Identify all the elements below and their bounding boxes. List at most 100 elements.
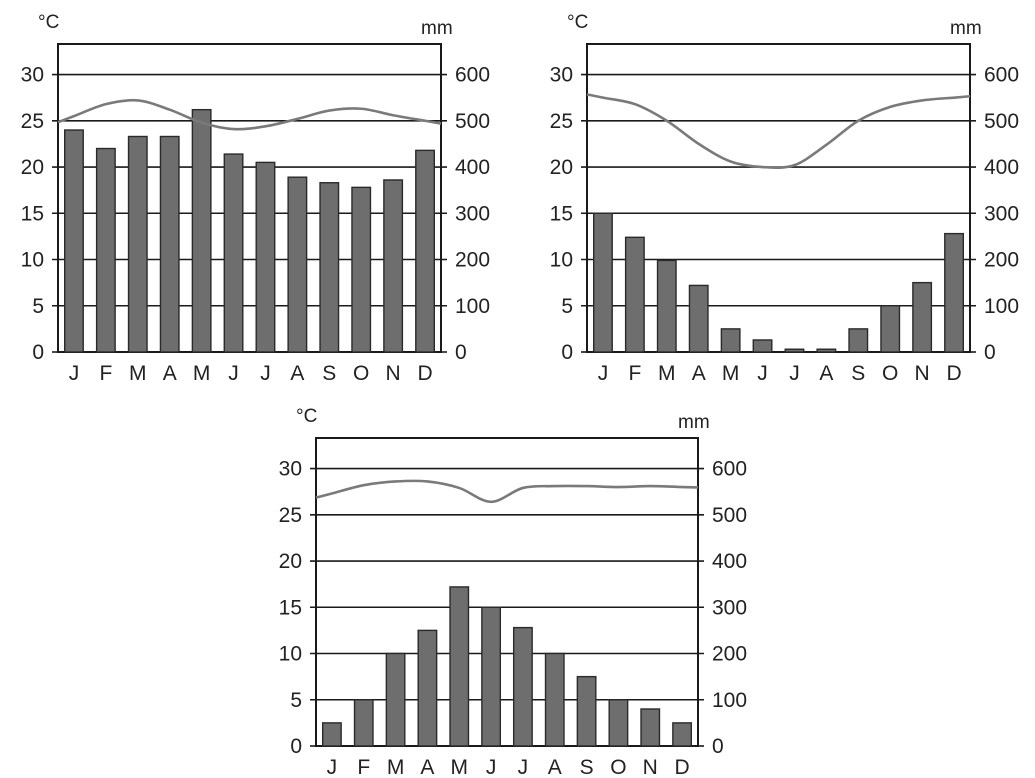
precipitation-bar bbox=[321, 722, 342, 747]
month-label: F bbox=[357, 756, 370, 778]
month-label: J bbox=[69, 362, 80, 385]
precipitation-bar bbox=[415, 149, 435, 353]
month-label: A bbox=[692, 362, 706, 385]
month-label: F bbox=[628, 362, 641, 385]
temperature-line bbox=[315, 479, 699, 504]
month-label: D bbox=[417, 362, 432, 385]
precipitation-bar bbox=[720, 328, 741, 353]
month-label: J bbox=[486, 756, 497, 778]
precipitation-tick-label: 200 bbox=[984, 249, 1019, 272]
precipitation-bar bbox=[752, 339, 773, 353]
precipitation-tick-label: 0 bbox=[712, 735, 724, 758]
precipitation-bar bbox=[544, 652, 565, 747]
precipitation-bar bbox=[319, 182, 340, 353]
precipitation-tick-label: 0 bbox=[455, 341, 467, 364]
precipitation-bar bbox=[223, 153, 244, 353]
temperature-tick-label: 25 bbox=[279, 504, 302, 527]
plot-frame bbox=[57, 43, 442, 353]
month-label: J bbox=[228, 362, 239, 385]
month-label: S bbox=[580, 756, 594, 778]
precipitation-bar bbox=[353, 699, 374, 747]
temperature-unit-label: °C bbox=[38, 12, 59, 33]
precipitation-unit-label: mm bbox=[678, 412, 710, 433]
month-label: F bbox=[99, 362, 112, 385]
precipitation-bar bbox=[880, 305, 901, 353]
month-label: A bbox=[290, 362, 304, 385]
month-label: M bbox=[451, 756, 469, 778]
precipitation-bar bbox=[385, 652, 406, 747]
month-label: M bbox=[722, 362, 740, 385]
temperature-tick-label: 30 bbox=[21, 64, 44, 87]
plot-frame bbox=[315, 437, 699, 747]
temperature-unit-label: °C bbox=[296, 406, 317, 427]
temperature-tick-label: 10 bbox=[21, 249, 44, 272]
temperature-tick-label: 10 bbox=[279, 643, 302, 666]
month-label: N bbox=[915, 362, 930, 385]
precipitation-bar bbox=[640, 708, 661, 747]
precipitation-tick-label: 600 bbox=[712, 458, 747, 481]
precipitation-bar bbox=[481, 606, 502, 747]
precipitation-bar bbox=[383, 179, 404, 353]
precipitation-tick-label: 200 bbox=[712, 643, 747, 666]
month-label: A bbox=[420, 756, 434, 778]
month-label: A bbox=[548, 756, 562, 778]
temperature-line bbox=[57, 98, 442, 131]
temperature-tick-label: 30 bbox=[279, 458, 302, 481]
precipitation-bar bbox=[656, 259, 677, 353]
month-label: M bbox=[658, 362, 676, 385]
precipitation-tick-label: 200 bbox=[455, 249, 490, 272]
precipitation-bar bbox=[576, 675, 597, 747]
month-label: O bbox=[882, 362, 898, 385]
month-label: J bbox=[327, 756, 338, 778]
temperature-unit-label: °C bbox=[567, 12, 588, 33]
month-label: J bbox=[757, 362, 768, 385]
precipitation-bar bbox=[64, 129, 84, 353]
temperature-tick-label: 0 bbox=[32, 341, 44, 364]
precipitation-unit-label: mm bbox=[950, 18, 982, 39]
precipitation-bar bbox=[95, 147, 116, 353]
precipitation-unit-label: mm bbox=[421, 18, 453, 39]
month-label: J bbox=[789, 362, 800, 385]
precipitation-tick-label: 100 bbox=[984, 295, 1019, 318]
precipitation-bar bbox=[912, 281, 933, 353]
precipitation-tick-label: 300 bbox=[455, 202, 490, 225]
temperature-tick-label: 15 bbox=[550, 202, 573, 225]
temperature-tick-label: 20 bbox=[279, 550, 302, 573]
plot-frame bbox=[586, 43, 971, 353]
precipitation-bar bbox=[608, 699, 629, 747]
precipitation-bar bbox=[191, 108, 212, 353]
precipitation-tick-label: 0 bbox=[984, 341, 996, 364]
precipitation-tick-label: 300 bbox=[984, 202, 1019, 225]
temperature-tick-label: 30 bbox=[550, 64, 573, 87]
month-label: M bbox=[387, 756, 405, 778]
precipitation-bar bbox=[688, 284, 709, 353]
temperature-tick-label: 25 bbox=[21, 110, 44, 133]
month-label: A bbox=[819, 362, 833, 385]
precipitation-bar bbox=[784, 348, 805, 353]
precipitation-tick-label: 500 bbox=[455, 110, 490, 133]
precipitation-tick-label: 400 bbox=[712, 550, 747, 573]
month-label: N bbox=[643, 756, 658, 778]
precipitation-bar bbox=[944, 232, 964, 353]
precipitation-bar bbox=[512, 626, 533, 747]
precipitation-tick-label: 100 bbox=[455, 295, 490, 318]
month-label: O bbox=[353, 362, 369, 385]
temperature-tick-label: 5 bbox=[561, 295, 573, 318]
precipitation-bar bbox=[287, 176, 308, 353]
temperature-line bbox=[586, 93, 971, 170]
temperature-tick-label: 5 bbox=[32, 295, 44, 318]
temperature-tick-label: 20 bbox=[21, 156, 44, 179]
precipitation-bar bbox=[672, 722, 693, 747]
precipitation-bar bbox=[848, 328, 869, 353]
month-label: S bbox=[322, 362, 336, 385]
precipitation-tick-label: 100 bbox=[712, 689, 747, 712]
precipitation-tick-label: 500 bbox=[984, 110, 1019, 133]
precipitation-bar bbox=[816, 348, 837, 353]
month-label: M bbox=[193, 362, 211, 385]
precipitation-bar bbox=[127, 135, 148, 353]
month-label: S bbox=[851, 362, 865, 385]
month-label: M bbox=[129, 362, 147, 385]
